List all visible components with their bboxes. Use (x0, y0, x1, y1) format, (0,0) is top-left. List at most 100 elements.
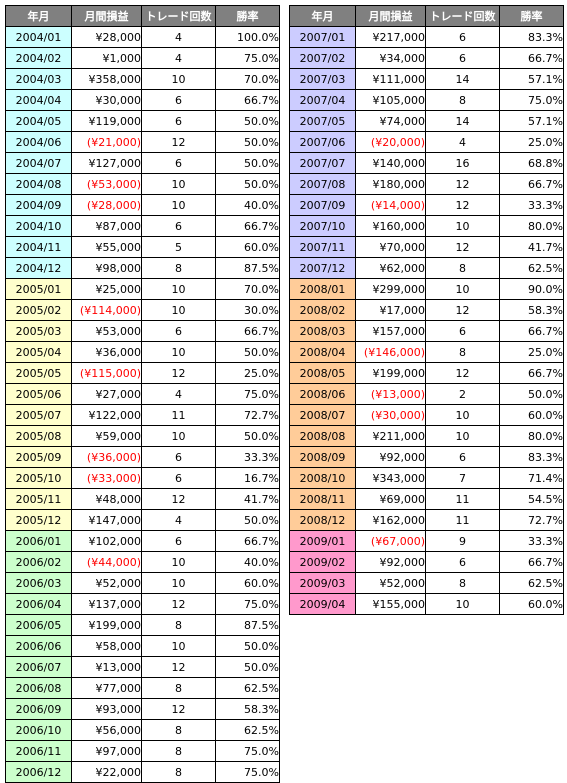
monthly-pl-cell: ¥147,000 (71, 509, 142, 531)
table-body: 2004/01 ¥28,000 4 100.0% 2004/02 ¥1,000 4 75.0%… (5, 26, 280, 783)
table-row: 2006/11 ¥97,000 8 75.0% (5, 740, 280, 762)
month-cell: 2004/12 (5, 257, 72, 279)
trade-count-cell: 6 (141, 89, 216, 111)
monthly-pl-cell: ¥87,000 (71, 215, 142, 237)
monthly-pl-cell: ¥48,000 (71, 488, 142, 510)
table-row: 2007/08 ¥180,000 12 66.7% (289, 173, 564, 195)
trade-count-cell: 10 (425, 593, 500, 615)
trade-count-cell: 6 (425, 320, 500, 342)
win-rate-cell: 72.7% (499, 509, 564, 531)
month-cell: 2005/04 (5, 341, 72, 363)
table-row: 2007/06 (¥20,000) 4 25.0% (289, 131, 564, 153)
trade-count-cell: 8 (141, 677, 216, 699)
month-cell: 2008/10 (289, 467, 356, 489)
monthly-pl-cell: (¥36,000) (71, 446, 142, 468)
header-trade-count: トレード回数 (425, 5, 500, 27)
table-row: 2005/04 ¥36,000 10 50.0% (5, 341, 280, 363)
month-cell: 2005/08 (5, 425, 72, 447)
win-rate-cell: 66.7% (499, 320, 564, 342)
win-rate-cell: 66.7% (499, 47, 564, 69)
trade-count-cell: 12 (141, 362, 216, 384)
month-cell: 2008/02 (289, 299, 356, 321)
monthly-pl-cell: ¥55,000 (71, 236, 142, 258)
monthly-pl-cell: ¥93,000 (71, 698, 142, 720)
month-cell: 2007/02 (289, 47, 356, 69)
table-row: 2008/04 (¥146,000) 8 25.0% (289, 341, 564, 363)
table-row: 2008/03 ¥157,000 6 66.7% (289, 320, 564, 342)
month-cell: 2006/04 (5, 593, 72, 615)
win-rate-cell: 50.0% (215, 425, 280, 447)
month-cell: 2008/06 (289, 383, 356, 405)
win-rate-cell: 50.0% (215, 152, 280, 174)
monthly-pl-cell: (¥33,000) (71, 467, 142, 489)
header-trade-count: トレード回数 (141, 5, 216, 27)
monthly-pl-cell: (¥21,000) (71, 131, 142, 153)
trade-count-cell: 12 (425, 236, 500, 258)
trade-count-cell: 9 (425, 530, 500, 552)
table-row: 2005/01 ¥25,000 10 70.0% (5, 278, 280, 300)
win-rate-cell: 50.0% (499, 383, 564, 405)
win-rate-cell: 62.5% (215, 719, 280, 741)
monthly-pl-cell: (¥28,000) (71, 194, 142, 216)
month-cell: 2008/03 (289, 320, 356, 342)
monthly-pl-cell: (¥114,000) (71, 299, 142, 321)
win-rate-cell: 57.1% (499, 110, 564, 132)
trade-count-cell: 8 (425, 257, 500, 279)
win-rate-cell: 66.7% (215, 215, 280, 237)
win-rate-cell: 33.3% (499, 530, 564, 552)
monthly-pl-cell: (¥115,000) (71, 362, 142, 384)
trade-count-cell: 4 (141, 26, 216, 48)
win-rate-cell: 66.7% (215, 530, 280, 552)
month-cell: 2006/01 (5, 530, 72, 552)
month-cell: 2007/08 (289, 173, 356, 195)
trade-count-cell: 12 (425, 299, 500, 321)
monthly-pl-cell: ¥127,000 (71, 152, 142, 174)
table-row: 2008/10 ¥343,000 7 71.4% (289, 467, 564, 489)
win-rate-cell: 72.7% (215, 404, 280, 426)
trade-count-cell: 4 (425, 131, 500, 153)
table-row: 2006/10 ¥56,000 8 62.5% (5, 719, 280, 741)
monthly-pl-cell: (¥53,000) (71, 173, 142, 195)
month-cell: 2004/01 (5, 26, 72, 48)
table-row: 2006/05 ¥199,000 8 87.5% (5, 614, 280, 636)
win-rate-cell: 30.0% (215, 299, 280, 321)
table-row: 2004/10 ¥87,000 6 66.7% (5, 215, 280, 237)
win-rate-cell: 75.0% (499, 89, 564, 111)
month-cell: 2006/12 (5, 761, 72, 783)
win-rate-cell: 60.0% (215, 572, 280, 594)
month-cell: 2007/04 (289, 89, 356, 111)
trade-count-cell: 6 (425, 47, 500, 69)
win-rate-cell: 100.0% (215, 26, 280, 48)
table-row: 2005/09 (¥36,000) 6 33.3% (5, 446, 280, 468)
table-row: 2004/02 ¥1,000 4 75.0% (5, 47, 280, 69)
win-rate-cell: 33.3% (215, 446, 280, 468)
header-win-rate: 勝率 (215, 5, 280, 27)
monthly-pl-cell: ¥13,000 (71, 656, 142, 678)
trade-count-cell: 6 (425, 446, 500, 468)
win-rate-cell: 83.3% (499, 446, 564, 468)
win-rate-cell: 75.0% (215, 761, 280, 783)
trade-count-cell: 12 (141, 593, 216, 615)
month-cell: 2006/02 (5, 551, 72, 573)
table-row: 2007/11 ¥70,000 12 41.7% (289, 236, 564, 258)
table-row: 2005/02 (¥114,000) 10 30.0% (5, 299, 280, 321)
trade-count-cell: 10 (141, 299, 216, 321)
table-row: 2005/07 ¥122,000 11 72.7% (5, 404, 280, 426)
win-rate-cell: 87.5% (215, 614, 280, 636)
monthly-pl-cell: ¥30,000 (71, 89, 142, 111)
table-row: 2007/04 ¥105,000 8 75.0% (289, 89, 564, 111)
win-rate-cell: 60.0% (499, 593, 564, 615)
table-row: 2009/01 (¥67,000) 9 33.3% (289, 530, 564, 552)
table-row: 2006/06 ¥58,000 10 50.0% (5, 635, 280, 657)
win-rate-cell: 57.1% (499, 68, 564, 90)
trade-count-cell: 12 (141, 488, 216, 510)
table-row: 2004/05 ¥119,000 6 50.0% (5, 110, 280, 132)
monthly-pl-cell: ¥98,000 (71, 257, 142, 279)
monthly-pl-cell: ¥102,000 (71, 530, 142, 552)
table-row: 2006/04 ¥137,000 12 75.0% (5, 593, 280, 615)
trade-count-cell: 8 (141, 719, 216, 741)
win-rate-cell: 66.7% (499, 362, 564, 384)
win-rate-cell: 50.0% (215, 173, 280, 195)
monthly-pl-cell: ¥53,000 (71, 320, 142, 342)
monthly-pl-cell: (¥20,000) (355, 131, 426, 153)
